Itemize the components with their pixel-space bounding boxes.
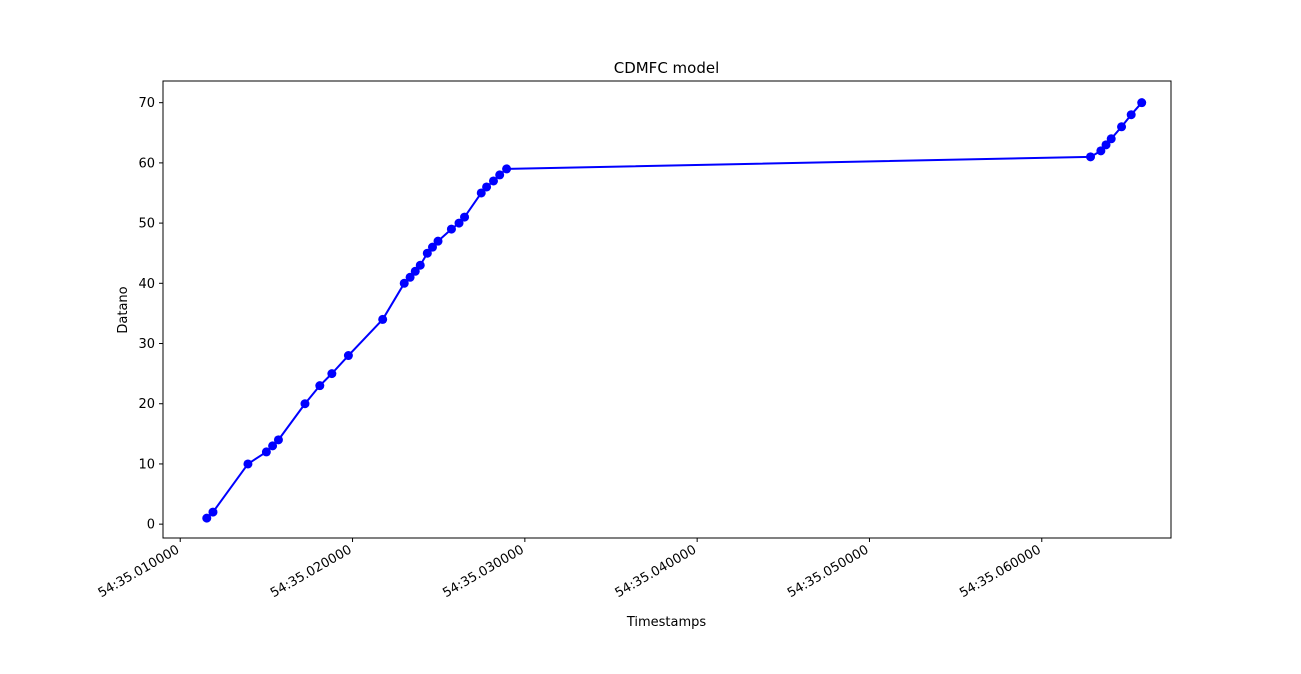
data-point <box>261 447 271 457</box>
y-tick-label: 0 <box>147 518 155 533</box>
data-point <box>427 242 437 252</box>
data-point <box>1137 98 1147 108</box>
data-point <box>378 314 388 324</box>
data-point <box>315 381 325 391</box>
data-point <box>1086 152 1096 162</box>
y-tick-label: 60 <box>138 156 155 171</box>
x-axis-label: Timestamps <box>626 615 707 630</box>
data-point <box>488 176 498 186</box>
data-point <box>415 260 425 270</box>
y-tick-label: 40 <box>138 277 155 292</box>
data-point <box>410 266 420 276</box>
data-point <box>268 441 278 451</box>
y-tick-label: 30 <box>138 337 155 352</box>
data-point <box>1101 140 1111 150</box>
plot-frame <box>162 80 1172 539</box>
data-point <box>502 164 512 174</box>
y-tick-label: 20 <box>138 397 155 412</box>
data-point <box>1096 146 1106 156</box>
data-point <box>495 170 505 180</box>
data-point <box>202 513 212 523</box>
data-point <box>300 399 310 409</box>
data-point <box>433 236 443 246</box>
chart-title: CDMFC model <box>614 59 720 77</box>
y-tick-label: 50 <box>138 217 155 232</box>
data-point <box>460 212 470 222</box>
data-point <box>405 272 415 282</box>
data-point <box>1126 110 1136 120</box>
data-point <box>1106 134 1116 144</box>
data-point <box>399 278 409 288</box>
data-point <box>343 351 353 361</box>
y-tick-label: 70 <box>138 96 155 111</box>
data-point <box>327 369 337 379</box>
data-point <box>1117 122 1127 132</box>
data-point <box>422 248 432 258</box>
data-point <box>482 182 492 192</box>
y-axis-label: Datano <box>116 286 131 333</box>
data-point <box>243 459 253 469</box>
data-point <box>476 188 486 198</box>
data-point <box>273 435 283 445</box>
data-point <box>454 218 464 228</box>
y-tick-label: 10 <box>138 457 155 472</box>
data-point <box>446 224 456 234</box>
data-point <box>208 507 218 517</box>
